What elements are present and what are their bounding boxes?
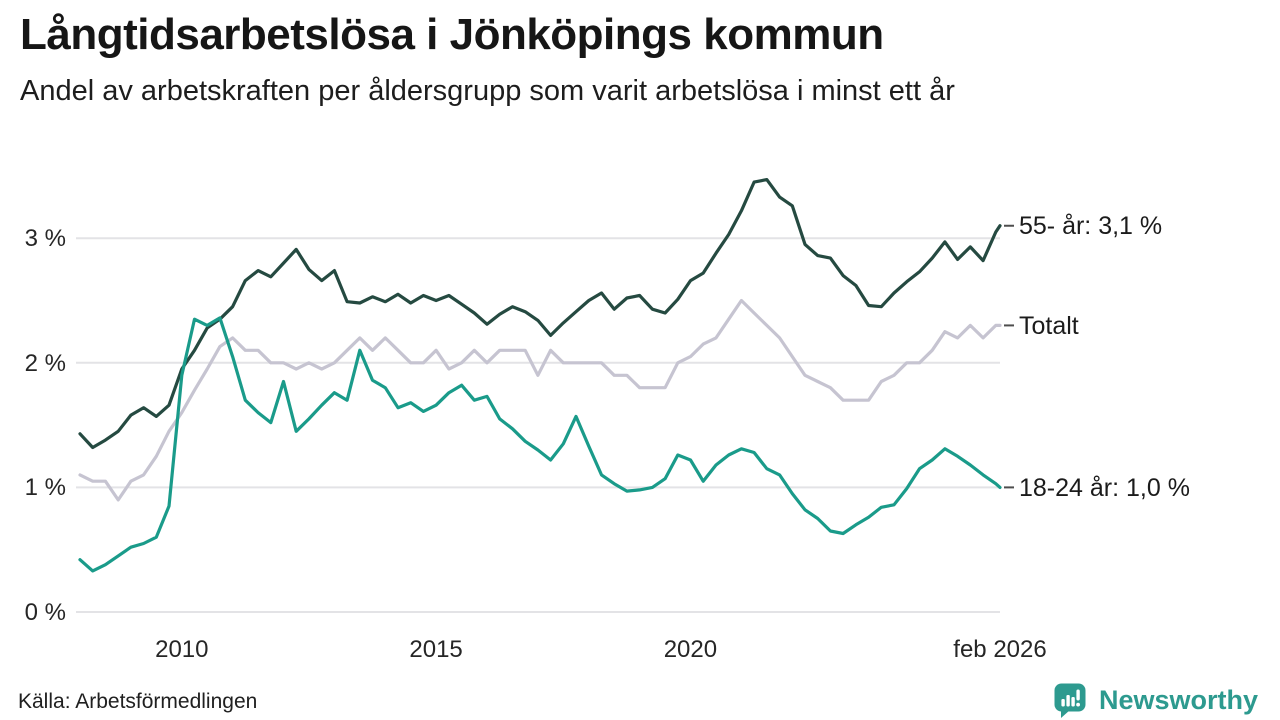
x-tick-2020: 2020 [664, 636, 717, 663]
newsworthy-logo-icon [1054, 683, 1086, 718]
y-tick-3: 3 % [25, 225, 66, 252]
series-lines [78, 178, 1002, 573]
y-tick-2: 2 % [25, 350, 66, 377]
end-label-18-24-år: 18-24 år: 1,0 % [1019, 474, 1190, 502]
gridlines [76, 237, 1000, 613]
chart-subtitle: Andel av arbetskraften per åldersgrupp s… [20, 74, 955, 107]
series-line-Totalt [78, 298, 1002, 502]
source-text: Källa: Arbetsförmedlingen [18, 690, 258, 713]
newsworthy-wordmark: Newsworthy [1098, 684, 1258, 715]
end-label-55--år: 55- år: 3,1 % [1019, 212, 1162, 240]
series-end-labels: 55- år: 3,1 % Totalt 18-24 år: 1,0 % [1004, 212, 1190, 502]
chart-title: Långtidsarbetslösa i Jönköpings kommun [20, 10, 884, 59]
x-tick-2015: 2015 [409, 636, 462, 663]
x-axis: 2010 2015 2020 feb 2026 [155, 636, 1047, 663]
x-tick-feb-2026: feb 2026 [953, 636, 1046, 663]
x-tick-2010: 2010 [155, 636, 208, 663]
chart-footer: Källa: Arbetsförmedlingen Newsworthy [0, 680, 1280, 720]
end-label-Totalt: Totalt [1019, 312, 1079, 340]
series-line-55--år [78, 178, 1002, 450]
y-tick-1: 1 % [25, 474, 66, 501]
newsworthy-brand: Newsworthy [1053, 680, 1258, 720]
y-axis: 3 % 2 % 1 % 0 % [25, 225, 66, 626]
y-tick-0: 0 % [25, 599, 66, 626]
series-line-18-24-år [78, 316, 1002, 573]
chart-header: Långtidsarbetslösa i Jönköpings kommun A… [20, 10, 1260, 108]
line-chart: 3 % 2 % 1 % 0 % 2010 2015 2020 feb 2026 … [25, 178, 1190, 663]
